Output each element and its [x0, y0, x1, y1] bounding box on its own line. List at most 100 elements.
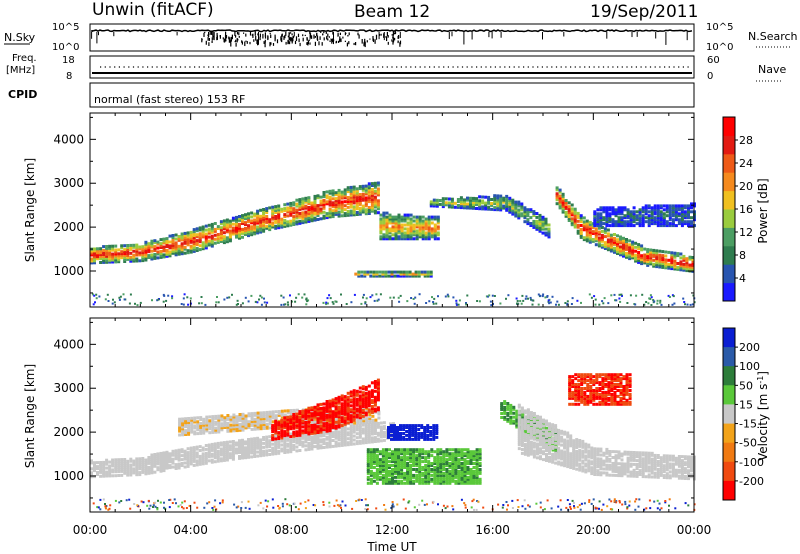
echo-cell: [322, 414, 326, 418]
echo-cell: [301, 221, 305, 225]
nsky-dip: [235, 39, 237, 43]
echo-cell: [253, 449, 257, 452]
echo-cell: [328, 439, 332, 443]
echo-cell: [268, 414, 272, 418]
echo-cell: [189, 238, 193, 242]
echo-cell: [649, 254, 653, 258]
echo-cell: [259, 230, 263, 234]
echo-cell: [599, 224, 603, 228]
echo-cell: [412, 456, 416, 460]
echo-cell: [544, 231, 548, 235]
echo-cell: [670, 267, 674, 271]
echo-cell: [445, 460, 449, 464]
echo-cell: [638, 218, 642, 222]
echo-cell: [331, 433, 335, 437]
echo-cell: [361, 184, 365, 188]
echo-cell: [213, 233, 217, 237]
echo-cell: [280, 225, 284, 229]
echo-cell: [597, 238, 601, 242]
echo-cell: [567, 201, 571, 205]
echo-cell: [687, 212, 690, 216]
echo-cell: [253, 441, 257, 445]
echo-cell: [409, 217, 413, 221]
nsky-dip: [337, 32, 339, 37]
echo-cell: [231, 443, 235, 447]
nsky-dip: [332, 38, 334, 43]
echo-cell: [93, 465, 96, 469]
echo-cell: [349, 398, 353, 402]
echo-cell: [331, 431, 335, 435]
echo-cell: [375, 448, 379, 452]
echo-cell: [439, 462, 443, 465]
echo-cell: [403, 462, 407, 465]
nsky-dip: [392, 40, 394, 45]
echo-cell: [355, 211, 359, 214]
echo-cell: [649, 250, 653, 254]
noise-cell: [412, 298, 415, 300]
echo-cell: [394, 450, 397, 454]
noise-cell: [371, 294, 374, 297]
noise-cell: [544, 296, 547, 299]
echo-cell: [366, 460, 370, 464]
echo-cell: [355, 213, 359, 216]
echo-cell: [662, 220, 666, 224]
echo-cell: [367, 400, 371, 404]
echo-cell: [599, 206, 603, 210]
nsky-dip: [320, 31, 322, 33]
echo-cell: [184, 419, 188, 423]
echo-cell: [298, 431, 302, 435]
noise-cell: [259, 294, 262, 297]
echo-cell: [314, 419, 317, 423]
echo-cell: [313, 409, 317, 413]
echo-cell: [469, 204, 472, 208]
echo-cell: [450, 201, 454, 205]
echo-cell: [365, 419, 369, 423]
echo-cell: [204, 232, 208, 236]
echo-cell: [352, 197, 356, 201]
echo-cell: [367, 210, 371, 213]
echo-cell: [459, 200, 463, 204]
noise-cell: [226, 296, 229, 299]
echo-cell: [256, 446, 260, 450]
noise-cell: [340, 293, 342, 296]
echo-cell: [369, 466, 373, 469]
echo-cell: [362, 413, 366, 417]
echo-cell: [547, 233, 551, 237]
echo-cell: [307, 219, 311, 223]
nsky-dip: [372, 36, 374, 41]
echo-cell: [211, 427, 215, 430]
echo-cell: [403, 471, 407, 475]
echo-cell: [659, 206, 663, 210]
echo-cell: [632, 220, 636, 224]
echo-cell: [111, 464, 115, 468]
echo-cell: [217, 430, 221, 434]
echo-cell: [207, 235, 211, 239]
echo-cell: [687, 222, 690, 226]
echo-cell: [349, 436, 353, 440]
echo-cell: [334, 436, 338, 440]
echo-cell: [424, 450, 428, 454]
echo-cell: [430, 454, 434, 458]
echo-cell: [238, 218, 241, 222]
echo-cell: [387, 432, 390, 435]
echo-cell: [286, 427, 290, 431]
noise-cell: [529, 296, 532, 299]
echo-cell: [126, 255, 130, 259]
echo-cell: [366, 450, 370, 454]
echo-cell: [192, 240, 196, 243]
echo-cell: [132, 245, 136, 249]
echo-cell: [195, 459, 199, 463]
echo-cell: [292, 203, 296, 207]
echo-cell: [99, 257, 103, 261]
echo-cell: [271, 428, 275, 431]
nsky-dip: [488, 32, 490, 38]
echo-cell: [238, 236, 241, 240]
echo-cell: [111, 254, 115, 258]
echo-cell: [208, 415, 212, 419]
echo-cell: [99, 461, 103, 464]
echo-cell: [637, 245, 641, 249]
echo-cell: [361, 393, 365, 397]
echo-cell: [388, 448, 391, 452]
echo-cell: [439, 479, 443, 483]
echo-cell: [361, 423, 365, 427]
